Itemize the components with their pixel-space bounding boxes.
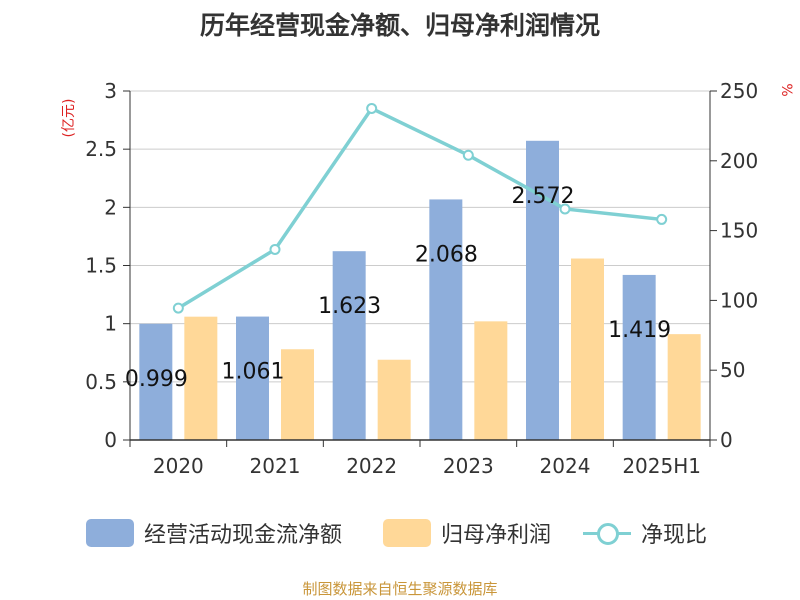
y-left-tick-label: 0.5	[85, 370, 117, 394]
y-left-tick-label: 3	[104, 79, 117, 103]
legend-item-operating[interactable]: 经营活动现金流净额	[86, 513, 342, 553]
legend-label-ratio: 净现比	[641, 523, 708, 548]
bar-net-profit	[571, 258, 604, 440]
data-labels: 0.999 1.061 1.623 2.068 2.572 1.419	[125, 184, 671, 392]
legend-label-operating: 经营活动现金流净额	[144, 523, 343, 548]
data-label-operating: 0.999	[125, 367, 188, 392]
x-tick-label: 2023	[443, 454, 494, 478]
y-right-tick-label: 200	[720, 149, 758, 173]
x-tick-label: 2024	[540, 454, 591, 478]
ratio-point	[462, 149, 474, 161]
chart-title: 历年经营现金净额、归母净利润情况	[199, 11, 600, 40]
y-right-tick-label: 0	[720, 428, 733, 452]
x-tick-label: 2022	[346, 454, 397, 478]
bars	[139, 140, 701, 441]
legend-swatch-operating	[86, 519, 134, 547]
bar-net-profit	[474, 321, 508, 440]
y-right-tick-label: 100	[720, 288, 758, 312]
bar-operating-cashflow	[429, 199, 463, 440]
bar-operating-cashflow	[332, 251, 366, 440]
data-label-operating: 1.623	[318, 294, 381, 319]
ratio-point	[559, 203, 571, 215]
ratio-point	[269, 243, 281, 255]
bar-net-profit	[281, 349, 314, 440]
y-axis-left-label: (亿元)	[61, 99, 77, 138]
x-tick-label: 2025H1	[622, 454, 701, 478]
ratio-point	[366, 102, 378, 114]
bar-operating-cashflow	[622, 274, 656, 440]
axes: 0 0.5 1 1.5 2 2.5 3 0 50 100 150 200 250 2020 2021 2022…	[85, 79, 758, 478]
y-left-tick-label: 2.5	[85, 137, 117, 161]
y-right-tick-label: 50	[720, 358, 745, 382]
bar-operating-cashflow	[139, 323, 173, 440]
y-left-tick-label: 1	[104, 312, 117, 336]
bar-net-profit	[667, 334, 701, 440]
y-left-tick-label: 2	[104, 195, 117, 219]
y-left-tick-label: 0	[104, 428, 117, 452]
legend-swatch-ratio	[583, 519, 631, 547]
bar-net-profit	[184, 316, 218, 440]
y-right-tick-label: 150	[720, 219, 758, 243]
y-right-tick-label: 250	[720, 79, 758, 103]
source-footer: 制图数据来自恒生聚源数据库	[302, 580, 498, 598]
ratio-point	[656, 213, 668, 225]
bar-net-profit	[377, 359, 411, 440]
legend-swatch-profit	[383, 519, 431, 547]
x-tick-label: 2021	[250, 454, 301, 478]
data-label-operating: 2.068	[415, 242, 478, 267]
legend-label-profit: 归母净利润	[441, 523, 552, 548]
grid-lines	[130, 90, 710, 383]
ratio-line	[172, 102, 668, 314]
data-label-operating: 2.572	[512, 184, 575, 209]
data-label-operating: 1.061	[222, 360, 285, 385]
x-tick-label: 2020	[153, 454, 204, 478]
ratio-line-path	[177, 106, 662, 310]
legend-item-ratio[interactable]: 净现比	[583, 513, 707, 553]
y-axis-right-label: %	[778, 83, 794, 96]
y-left-tick-label: 1.5	[85, 254, 117, 278]
bar-operating-cashflow	[236, 316, 269, 440]
legend-item-profit[interactable]: 归母净利润	[383, 513, 551, 553]
legend: 经营活动现金流净额 归母净利润 净现比	[0, 513, 800, 553]
ratio-point	[172, 302, 184, 314]
data-label-operating: 1.419	[608, 318, 671, 343]
